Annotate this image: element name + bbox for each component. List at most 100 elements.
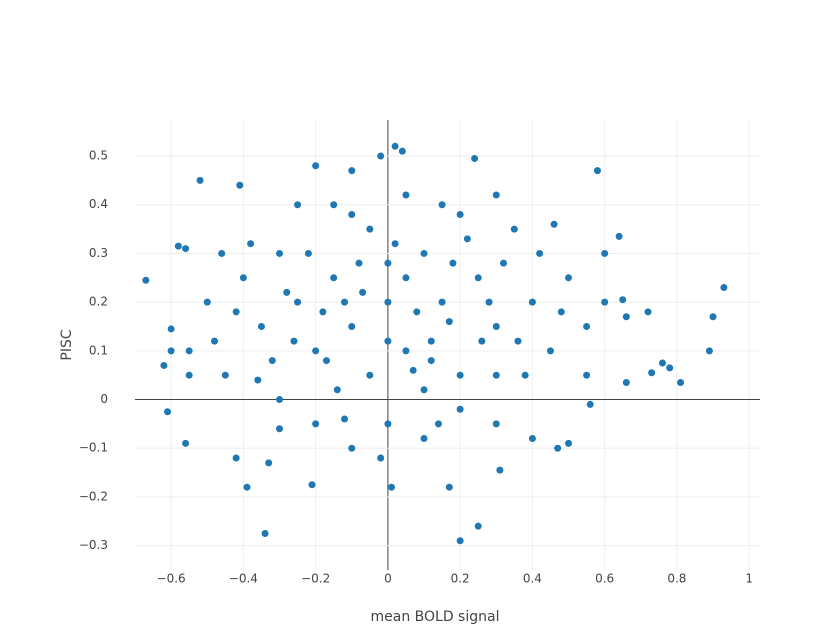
- point: [478, 337, 486, 345]
- x-tick-label: 0: [384, 572, 392, 586]
- point: [388, 483, 396, 491]
- point: [254, 376, 262, 384]
- point: [514, 337, 522, 345]
- point: [622, 313, 630, 321]
- y-tick-label: 0: [100, 392, 108, 406]
- point: [348, 444, 356, 452]
- point: [720, 284, 728, 292]
- point: [709, 313, 717, 321]
- point: [409, 366, 417, 374]
- point: [499, 259, 507, 267]
- point: [456, 405, 464, 413]
- point: [359, 288, 367, 296]
- point: [557, 308, 565, 316]
- point: [583, 322, 591, 330]
- point: [304, 249, 312, 257]
- point: [413, 308, 421, 316]
- point: [330, 201, 338, 209]
- point: [239, 274, 247, 282]
- point: [666, 364, 674, 372]
- y-tick-label: 0.4: [89, 197, 108, 211]
- point: [174, 242, 182, 250]
- point: [546, 347, 554, 355]
- point: [471, 154, 479, 162]
- point: [384, 337, 392, 345]
- point: [384, 259, 392, 267]
- point: [185, 371, 193, 379]
- point: [427, 357, 435, 365]
- y-tick-label: −0.2: [79, 489, 108, 503]
- point: [377, 152, 385, 160]
- point: [348, 210, 356, 218]
- point: [677, 379, 685, 386]
- point: [196, 176, 204, 184]
- point: [182, 245, 190, 253]
- point: [402, 191, 410, 199]
- point: [341, 298, 349, 306]
- point: [160, 361, 168, 369]
- point: [210, 337, 218, 345]
- point: [283, 288, 291, 296]
- point: [593, 167, 601, 175]
- point: [648, 369, 656, 377]
- x-tick-label: 0.4: [523, 572, 542, 586]
- point: [528, 298, 536, 306]
- point: [366, 225, 374, 233]
- point: [294, 298, 302, 306]
- point: [456, 210, 464, 218]
- point: [265, 459, 273, 467]
- y-tick-label: 0.3: [89, 246, 108, 260]
- x-tick-label: −0.4: [229, 572, 258, 586]
- x-axis-label: mean BOLD signal: [371, 609, 500, 625]
- point: [658, 359, 666, 367]
- point: [420, 249, 428, 257]
- point: [391, 240, 399, 248]
- point: [348, 322, 356, 330]
- point: [290, 337, 298, 345]
- point: [492, 371, 500, 379]
- point: [492, 322, 500, 330]
- point: [330, 274, 338, 282]
- point: [619, 296, 627, 304]
- point: [438, 298, 446, 306]
- point: [554, 444, 562, 452]
- point: [492, 191, 500, 199]
- point: [384, 420, 392, 428]
- point: [496, 466, 504, 474]
- x-tick-label: 1: [745, 572, 753, 586]
- point: [586, 400, 594, 408]
- point: [456, 537, 464, 545]
- y-tick-label: −0.1: [79, 441, 108, 455]
- point: [615, 232, 623, 240]
- point: [348, 167, 356, 175]
- point: [312, 347, 320, 355]
- point: [536, 249, 544, 257]
- point: [565, 274, 573, 282]
- x-tick-label: 0.6: [595, 572, 614, 586]
- point: [492, 420, 500, 428]
- point: [456, 371, 464, 379]
- point: [276, 425, 284, 433]
- point: [528, 435, 536, 443]
- point: [276, 249, 284, 257]
- point: [391, 142, 399, 150]
- point: [565, 439, 573, 447]
- point: [185, 347, 193, 355]
- point: [333, 386, 341, 394]
- point: [142, 276, 150, 284]
- point: [463, 235, 471, 243]
- x-tick-label: −0.6: [157, 572, 186, 586]
- point: [366, 371, 374, 379]
- point: [521, 371, 529, 379]
- point: [449, 259, 457, 267]
- point: [243, 483, 251, 491]
- point: [218, 249, 226, 257]
- point: [644, 308, 652, 316]
- point: [182, 439, 190, 447]
- point: [438, 201, 446, 209]
- point: [398, 147, 406, 155]
- point: [236, 181, 244, 189]
- y-tick-label: −0.3: [79, 538, 108, 552]
- point: [261, 529, 269, 537]
